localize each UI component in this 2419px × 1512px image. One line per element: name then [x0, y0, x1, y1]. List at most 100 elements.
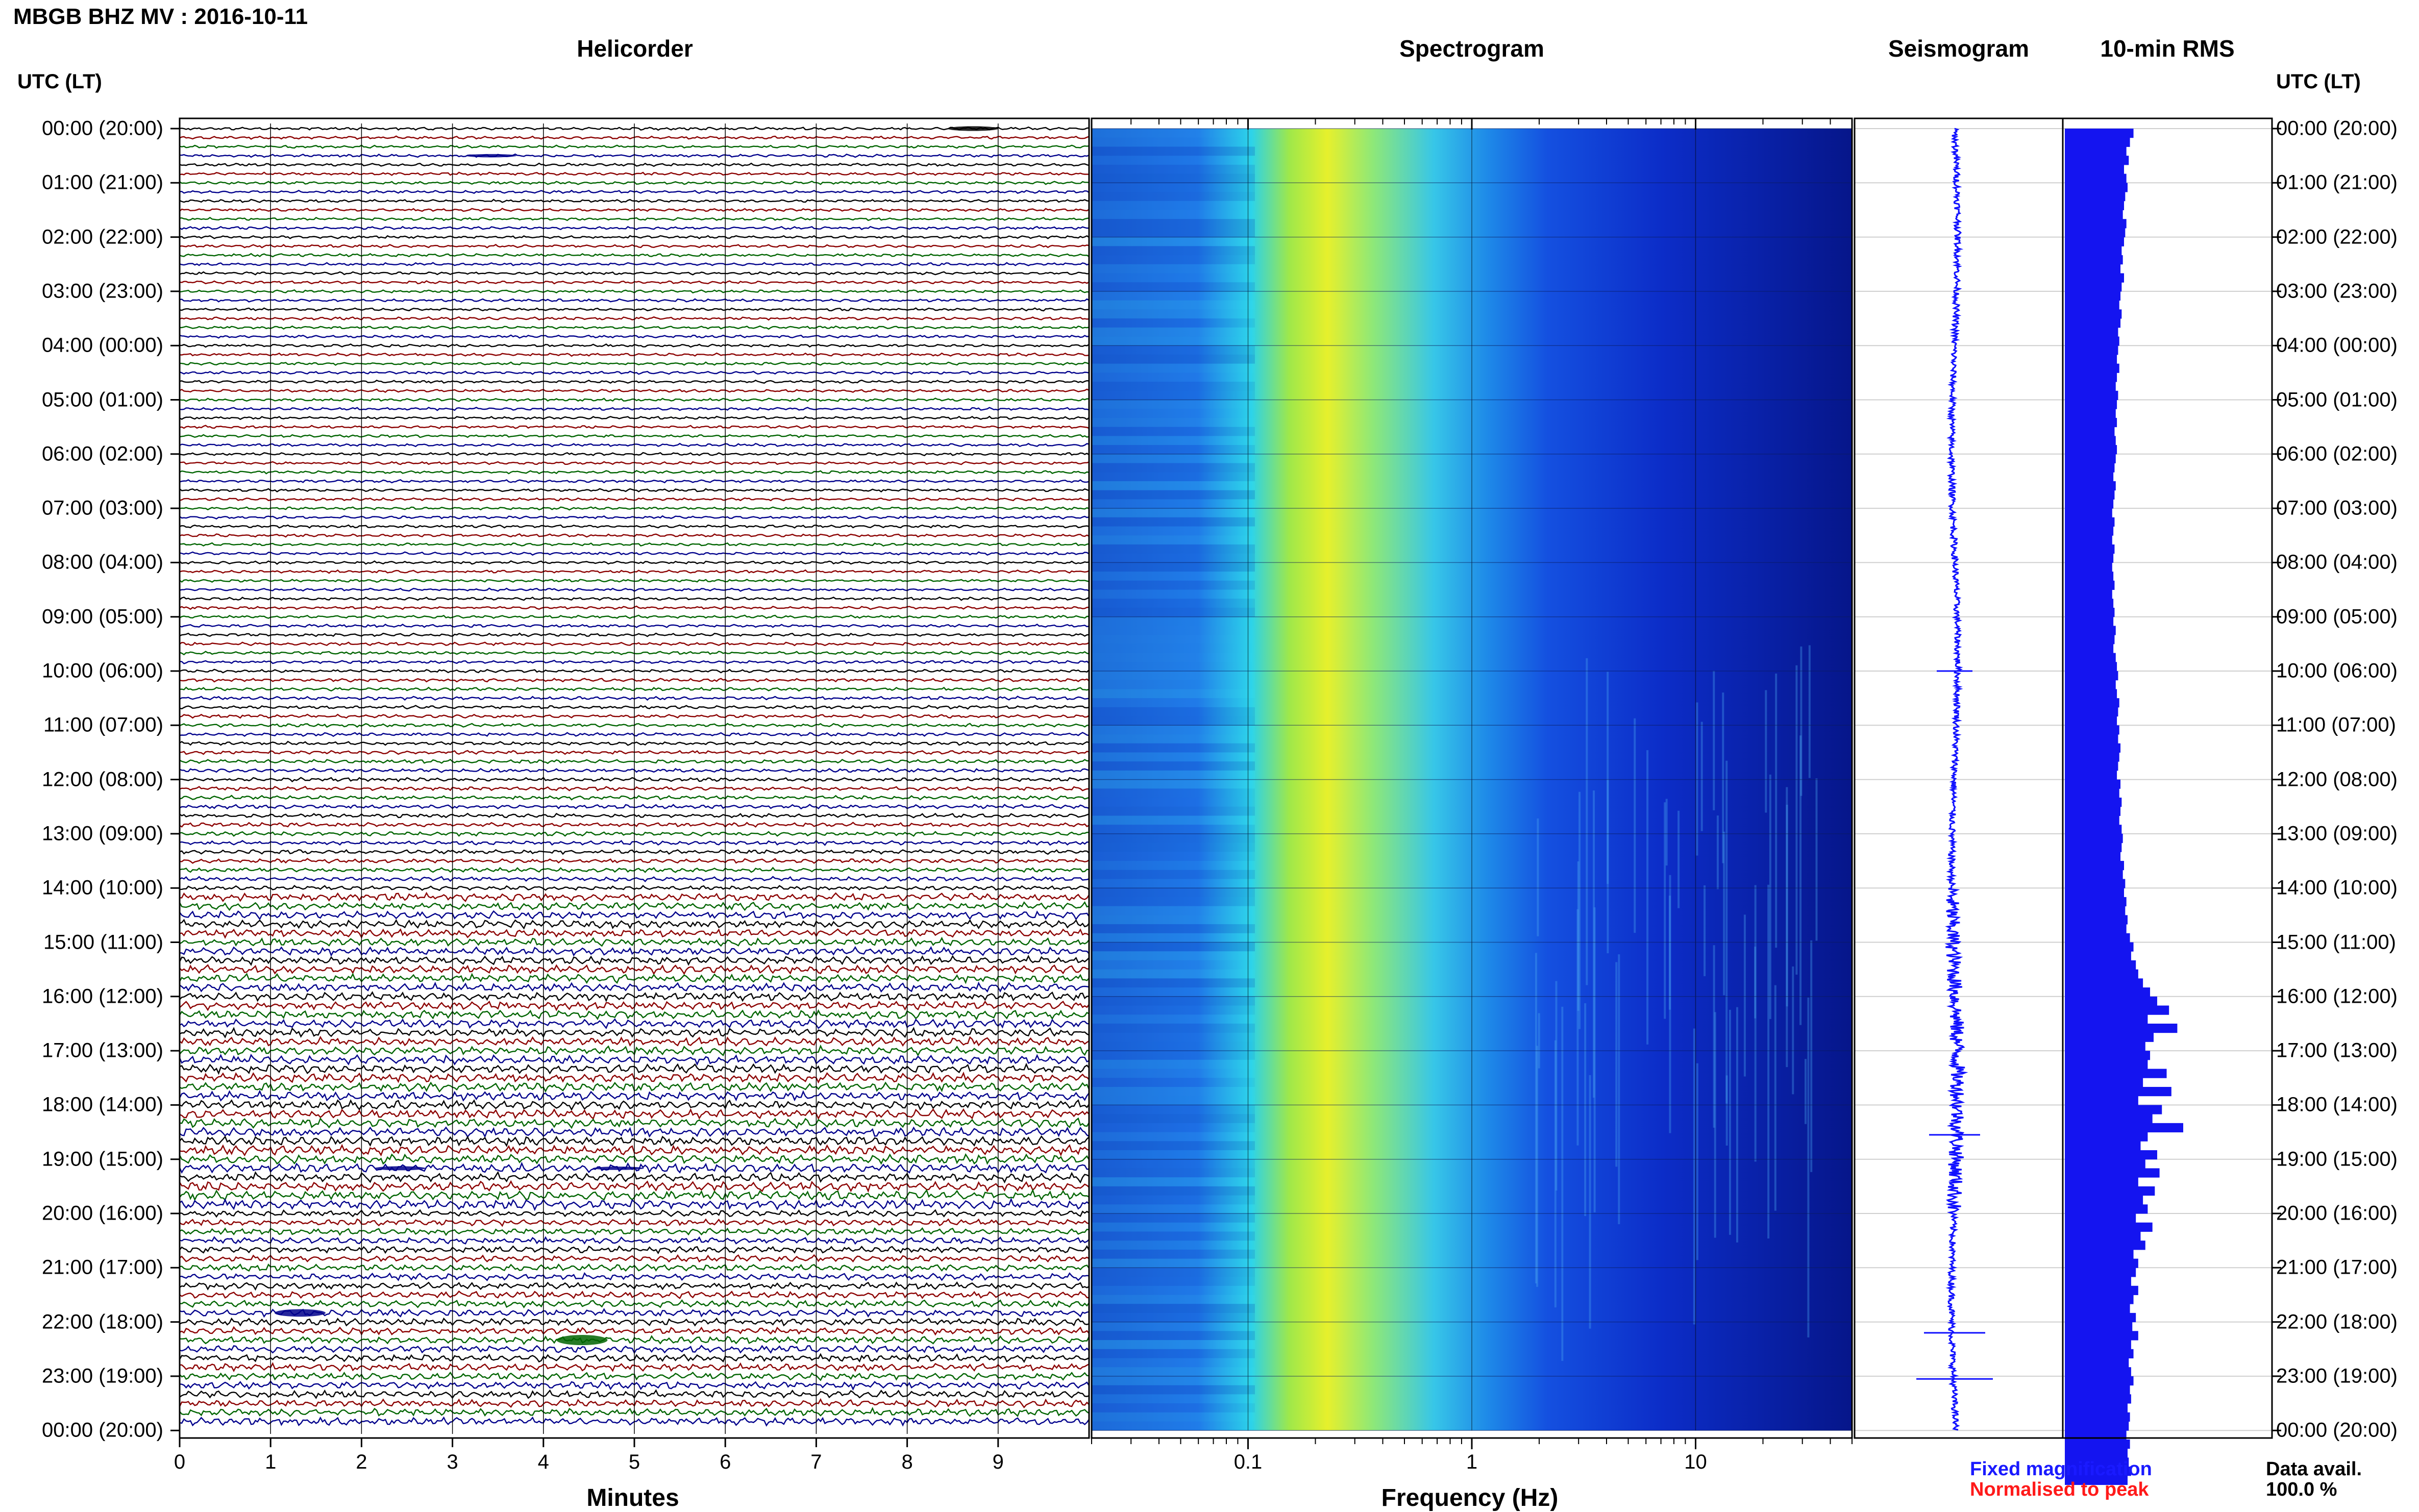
spectrogram-band [1092, 1322, 1255, 1331]
spectrogram-band [1092, 1114, 1255, 1123]
spectrogram-band [1092, 725, 1255, 735]
spectrogram-band [1092, 842, 1255, 852]
spectrogram-band [1092, 707, 1255, 716]
rms-bar [2065, 1358, 2129, 1368]
spectrogram-band [1092, 599, 1255, 608]
spectrogram-streak [1589, 1075, 1591, 1329]
time-label-right: 00:00 (20:00) [2276, 117, 2398, 140]
spectrogram-band [1092, 626, 1255, 635]
spectrogram-streak [1593, 790, 1595, 1098]
spectrogram-band [1092, 870, 1255, 879]
rms-bar [2065, 336, 2119, 346]
rms-bar [2065, 725, 2119, 735]
rms-bar [2065, 210, 2123, 219]
spectrogram-band [1092, 327, 1255, 337]
rms-bar [2065, 1394, 2131, 1404]
time-label-left: 14:00 (10:00) [42, 876, 163, 899]
spectrogram-band [1092, 535, 1255, 544]
spectrogram-band [1092, 318, 1255, 328]
time-label-right: 17:00 (13:00) [2276, 1039, 2398, 1062]
spectrogram-band [1092, 671, 1255, 680]
spectrogram-band [1092, 1376, 1255, 1385]
spectrogram-band [1092, 1295, 1255, 1304]
spectrogram-band [1092, 1042, 1255, 1051]
time-label-left: 09:00 (05:00) [42, 605, 163, 628]
rms-bar [2065, 870, 2123, 879]
spectrogram-band [1092, 1123, 1255, 1132]
spectrogram-streak [1646, 750, 1649, 1045]
spectrogram-band [1092, 825, 1255, 834]
rms-bar [2065, 580, 2115, 590]
spectrogram-band [1092, 897, 1255, 906]
rms-bar [2065, 915, 2128, 925]
minute-tick-label: 5 [629, 1451, 640, 1473]
rms-bar [2065, 680, 2116, 689]
rms-bar [2065, 942, 2134, 952]
spectrogram-band [1092, 572, 1255, 581]
spectrogram-band [1092, 499, 1255, 509]
rms-bar [2065, 417, 2117, 428]
spectrogram-band [1092, 770, 1255, 780]
spectrogram-streak [1765, 690, 1767, 813]
time-label-left: 22:00 (18:00) [42, 1310, 163, 1333]
spectrogram-band [1092, 1168, 1255, 1178]
spectrogram-band [1092, 1258, 1255, 1268]
spectrogram-band [1092, 1385, 1255, 1395]
rms-bar [2065, 472, 2114, 482]
rms-bar [2065, 246, 2122, 256]
rms-bar [2065, 1177, 2138, 1187]
spectrogram-band [1092, 481, 1255, 490]
rms-bar [2065, 1123, 2183, 1133]
rms-bar [2065, 1331, 2138, 1341]
rms-bar [2065, 255, 2123, 265]
x-axes: 0 1 2 3 4 5 6 7 8 9 0.1 1 10 [174, 118, 1853, 1473]
spectrogram-streak [1677, 810, 1680, 908]
time-label-left: 01:00 (21:00) [42, 171, 163, 194]
time-label-right: 14:00 (10:00) [2276, 876, 2398, 899]
spectrogram-band [1092, 1349, 1255, 1358]
rms-bar [2065, 1105, 2162, 1114]
time-label-left: 21:00 (17:00) [42, 1256, 163, 1279]
spectrogram-band [1092, 589, 1255, 599]
spectrogram-band [1092, 1078, 1255, 1087]
spectrogram-band [1092, 951, 1255, 960]
spectrogram-streak [1786, 787, 1788, 1068]
time-label-left: 23:00 (19:00) [42, 1365, 163, 1387]
spectrogram-band [1092, 363, 1255, 373]
rms-bar [2065, 156, 2129, 165]
spectrogram-band [1092, 1051, 1255, 1060]
time-label-left: 19:00 (15:00) [42, 1148, 163, 1171]
rms-bar [2065, 201, 2124, 210]
spectrogram-band [1092, 255, 1255, 264]
spectrogram-streak [1578, 791, 1581, 1029]
spectrogram-streak [1561, 1006, 1564, 1361]
spectrogram-band [1092, 246, 1255, 256]
time-label-right: 02:00 (22:00) [2276, 226, 2398, 249]
rms-bar [2065, 1467, 2131, 1476]
spectrogram-band [1092, 1331, 1255, 1341]
spectrogram-band [1092, 987, 1255, 997]
seismogram-title: Seismogram [1888, 35, 2030, 62]
spectrogram-band [1092, 300, 1255, 310]
spectrogram-streak [1665, 799, 1668, 866]
spectrogram-streak [1805, 1059, 1807, 1124]
spectrogram-band [1092, 1249, 1255, 1259]
spectrogram-band [1092, 616, 1255, 626]
rms-bar [2065, 1277, 2131, 1286]
spectrogram-band [1092, 689, 1255, 699]
spectrogram-title: Spectrogram [1399, 35, 1544, 62]
rms-bar [2065, 1285, 2138, 1295]
spectrogram-streak [1615, 962, 1618, 1167]
spectrogram-band [1092, 192, 1255, 201]
spectrogram-band [1092, 309, 1255, 319]
spectrogram-band [1092, 1105, 1255, 1114]
spectrogram-band [1092, 210, 1255, 219]
spectrogram-band [1092, 852, 1255, 861]
rms-bar [2065, 1159, 2145, 1169]
rms-bar [2065, 1367, 2131, 1377]
spectrogram-band [1092, 861, 1255, 870]
rms-bar [2065, 164, 2124, 175]
time-label-right: 10:00 (06:00) [2276, 659, 2398, 682]
spectrogram-band [1092, 1069, 1255, 1078]
spectrogram-band [1092, 282, 1255, 291]
